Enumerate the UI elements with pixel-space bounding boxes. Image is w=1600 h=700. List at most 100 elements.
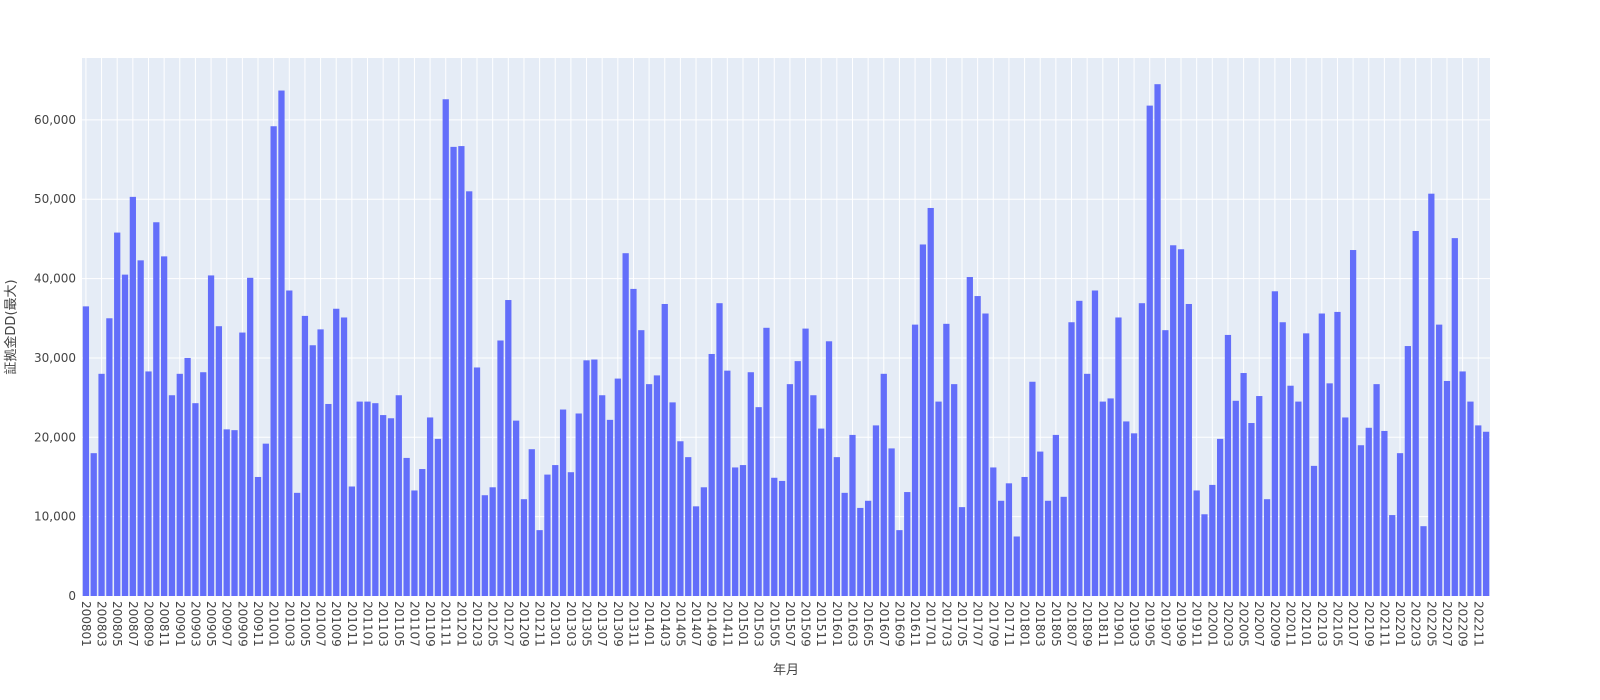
x-tick-label: 200907 <box>220 601 234 647</box>
bar <box>340 317 348 596</box>
x-tick-label: 201803 <box>1033 601 1047 647</box>
bar <box>1217 438 1224 596</box>
bar <box>1037 451 1044 596</box>
bar <box>168 395 176 596</box>
x-tick-label: 201101 <box>361 601 375 647</box>
x-tick-label: 201211 <box>533 601 547 647</box>
y-tick-label: 10,000 <box>34 510 76 524</box>
x-tick-label: 202211 <box>1471 601 1485 647</box>
x-tick-label: 201611 <box>908 601 922 647</box>
bar <box>1279 322 1286 596</box>
x-axis-ticks: 200801 200803 200805 200807 200809 200811 2009… <box>79 601 1485 647</box>
x-tick-label: 201503 <box>752 601 766 647</box>
bar <box>919 244 927 597</box>
x-tick-label: 202207 <box>1440 601 1454 647</box>
x-tick-label: 200811 <box>157 601 171 647</box>
bar <box>677 441 684 596</box>
bar <box>575 413 582 596</box>
bar <box>966 277 973 596</box>
x-tick-label: 201403 <box>658 601 672 647</box>
bar <box>997 500 1005 596</box>
x-tick-label: 201909 <box>1174 601 1188 647</box>
x-tick-label: 201809 <box>1080 601 1094 647</box>
bar <box>1177 249 1185 596</box>
y-tick-label: 20,000 <box>34 430 76 444</box>
bar <box>1396 453 1404 596</box>
bar <box>1123 421 1130 596</box>
bar <box>1248 423 1255 596</box>
bar <box>1318 313 1325 596</box>
bar <box>1162 330 1169 596</box>
bar <box>90 453 97 596</box>
bar <box>1357 445 1365 596</box>
bar <box>215 326 223 596</box>
bar <box>1451 238 1458 597</box>
bar <box>732 467 739 596</box>
bar <box>794 361 801 596</box>
bar <box>434 438 442 596</box>
bars <box>82 84 1490 597</box>
bar <box>1068 322 1075 596</box>
bar <box>466 191 473 596</box>
bar <box>583 360 590 596</box>
bar <box>513 420 520 596</box>
bar <box>372 403 379 596</box>
x-tick-label: 201907 <box>1158 601 1172 647</box>
y-tick-label: 0 <box>68 589 76 603</box>
bar <box>348 486 355 596</box>
bar <box>739 465 747 596</box>
bar <box>364 401 371 596</box>
x-tick-label: 200905 <box>204 601 218 647</box>
bar <box>888 448 895 596</box>
bar <box>1287 385 1294 596</box>
bar <box>356 401 363 596</box>
bar <box>833 457 840 596</box>
x-tick-label: 202009 <box>1268 601 1282 647</box>
bar <box>129 196 136 596</box>
y-tick-label: 40,000 <box>34 272 76 286</box>
y-axis-title: 証拠金DD(最大) <box>3 279 19 374</box>
bar <box>207 275 215 596</box>
bar <box>270 126 277 597</box>
x-tick-label: 201307 <box>595 601 609 647</box>
bar <box>700 487 707 596</box>
bar <box>426 417 434 596</box>
bar <box>692 506 700 596</box>
bar <box>458 146 465 596</box>
x-tick-label: 201407 <box>689 601 703 647</box>
x-tick-label: 200803 <box>95 601 109 647</box>
x-tick-label: 201409 <box>705 601 719 647</box>
x-tick-label: 200909 <box>235 601 249 647</box>
bar <box>1146 105 1153 596</box>
x-tick-label: 201111 <box>439 601 453 647</box>
x-tick-label: 202003 <box>1221 601 1235 647</box>
bar <box>958 507 966 596</box>
bar <box>904 492 911 596</box>
bar <box>489 487 496 596</box>
x-axis-title: 年月 <box>773 663 799 678</box>
bar <box>685 457 692 596</box>
bar <box>82 306 90 596</box>
bar <box>552 465 559 596</box>
bar <box>1326 383 1333 596</box>
bar <box>1295 401 1302 596</box>
bar <box>1005 483 1013 596</box>
x-tick-label: 201105 <box>392 601 406 647</box>
bar <box>857 507 864 596</box>
y-tick-label: 50,000 <box>34 192 76 206</box>
y-tick-label: 60,000 <box>34 113 76 127</box>
bar <box>1428 193 1435 597</box>
x-tick-label: 202105 <box>1330 601 1344 647</box>
x-tick-label: 201007 <box>314 601 328 647</box>
bar <box>1130 433 1138 596</box>
bar <box>231 430 238 596</box>
x-tick-label: 201205 <box>486 601 500 647</box>
bar <box>317 329 324 596</box>
bar <box>1334 311 1341 596</box>
x-tick-label: 201609 <box>892 601 906 647</box>
bar <box>1193 490 1200 596</box>
bar <box>286 290 293 596</box>
bar <box>606 419 614 596</box>
bar <box>974 296 981 596</box>
